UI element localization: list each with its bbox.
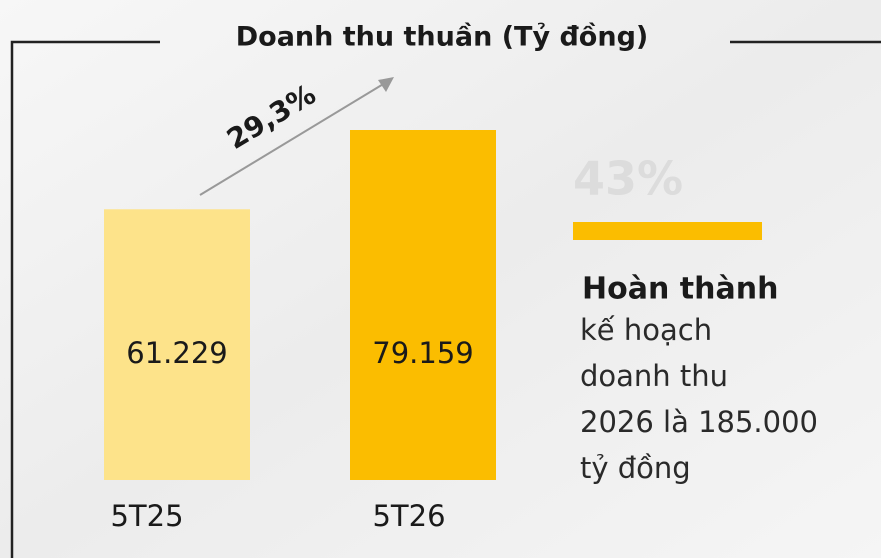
- note-line: 2026 là 185.000: [580, 405, 818, 439]
- x-tick-label: 5T26: [372, 499, 445, 533]
- highlight-bar: [573, 222, 762, 240]
- bar: [350, 130, 496, 480]
- note-line: kế hoạch: [580, 313, 712, 347]
- value-label: 61.229: [126, 336, 227, 370]
- arrow-head: [378, 77, 394, 92]
- note-line: doanh thu: [580, 359, 728, 393]
- highlight-value: 43%: [573, 152, 683, 206]
- bar: [104, 209, 250, 480]
- frame-line: [10, 40, 160, 558]
- x-tick-label: 5T25: [110, 499, 183, 533]
- chart-title: Doanh thu thuần (Tỷ đồng): [236, 22, 649, 53]
- growth-arrow: [199, 82, 386, 196]
- note-title: Hoàn thành: [582, 272, 778, 307]
- value-label: 79.159: [372, 336, 473, 370]
- note-line: tỷ đồng: [580, 451, 691, 485]
